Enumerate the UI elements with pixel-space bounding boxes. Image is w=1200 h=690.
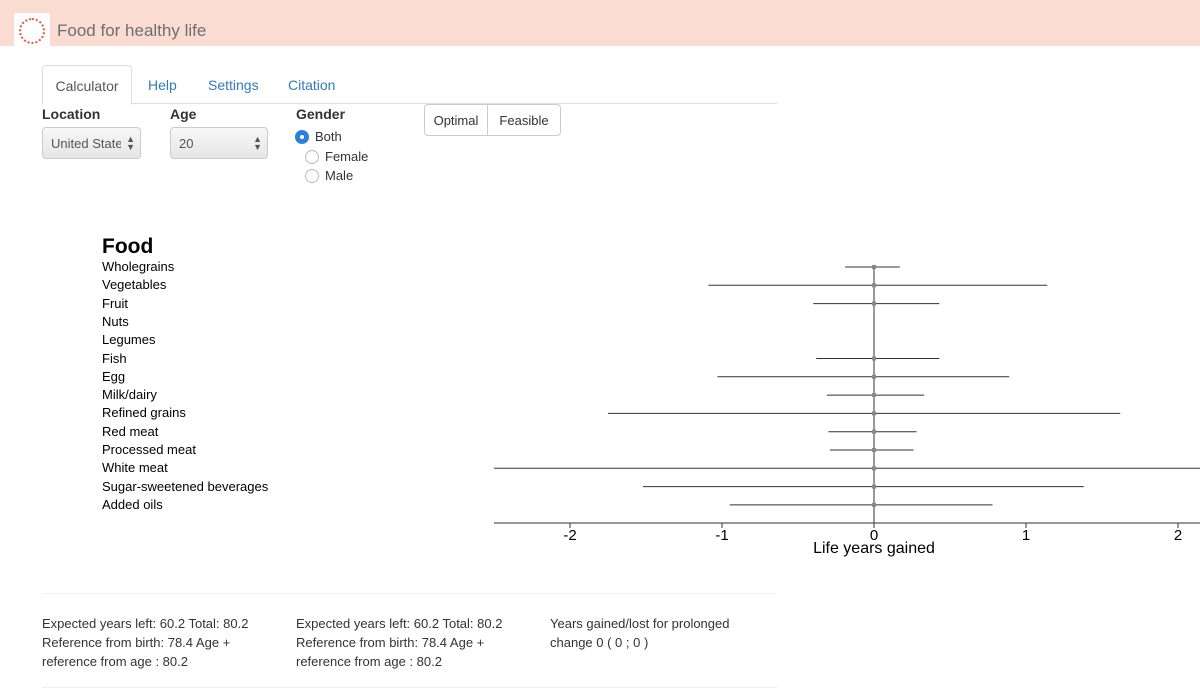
- radio-checked-icon[interactable]: [295, 130, 309, 144]
- app-title: Food for healthy life: [57, 21, 207, 40]
- location-select[interactable]: United States ▲▼: [42, 127, 141, 159]
- tab-help[interactable]: Help: [148, 77, 177, 93]
- gender-option-label: Both: [315, 129, 342, 144]
- tab-settings[interactable]: Settings: [208, 77, 259, 93]
- food-item: Sugar-sweetened beverages: [102, 478, 269, 494]
- gender-option-label: Female: [325, 149, 369, 164]
- point-estimate: [872, 301, 876, 306]
- optimal-button[interactable]: Optimal: [424, 104, 488, 136]
- gender-option-label: Male: [325, 168, 354, 183]
- x-tick-label: -1: [715, 527, 728, 544]
- radio-unchecked-icon[interactable]: [305, 169, 319, 183]
- select-updown-icon: ▲ ▼: [126, 134, 135, 152]
- age-value: 20: [179, 136, 194, 151]
- x-axis-label: Life years gained: [813, 540, 935, 557]
- point-estimate: [872, 283, 876, 288]
- food-item: Fish: [102, 350, 127, 366]
- food-item: Wholegrains: [102, 259, 175, 274]
- select-updown-icon: ▲ ▼: [253, 134, 262, 152]
- x-tick-label: -2: [563, 527, 576, 544]
- food-item: Nuts: [102, 313, 129, 329]
- location-label: Location: [42, 106, 101, 122]
- x-tick-label: 0: [870, 527, 878, 544]
- food-item: Egg: [102, 368, 126, 384]
- tab-bar: Calculator Help Settings Citation: [42, 65, 777, 105]
- point-estimate: [872, 411, 876, 416]
- dotted-circle-logo-icon: [19, 18, 45, 44]
- food-item: White meat: [102, 460, 168, 476]
- point-estimate: [872, 374, 876, 379]
- point-estimate: [872, 356, 876, 361]
- food-item: Milk/dairy: [102, 387, 157, 403]
- divider: [42, 593, 777, 594]
- divider: [42, 687, 777, 688]
- result-feasible: Expected years left: 60.2 Total: 80.2 Re…: [296, 616, 503, 669]
- radio-unchecked-icon[interactable]: [305, 150, 319, 164]
- tab-calculator[interactable]: Calculator: [42, 65, 132, 105]
- food-item: Refined grains: [102, 405, 186, 421]
- age-select[interactable]: 20 ▲ ▼: [170, 127, 268, 159]
- point-estimate: [872, 265, 876, 269]
- food-item: Vegetables: [102, 277, 167, 293]
- food-item: Red meat: [102, 423, 159, 439]
- point-estimate: [872, 484, 876, 489]
- food-item: Added oils: [102, 496, 163, 512]
- result-optimal: Expected years left: 60.2 Total: 80.2 Re…: [42, 616, 249, 669]
- location-value: United States: [51, 136, 121, 151]
- header-bar: Food for healthy life: [0, 0, 1200, 49]
- point-estimate: [872, 393, 876, 398]
- food-item: Processed meat: [102, 442, 196, 457]
- point-estimate: [872, 466, 876, 471]
- point-estimate: [872, 448, 876, 452]
- app-logo: [14, 13, 50, 49]
- x-tick-label: 1: [1022, 527, 1030, 544]
- tab-citation[interactable]: Citation: [288, 77, 336, 93]
- food-item: Legumes: [102, 332, 156, 348]
- point-estimate: [872, 429, 876, 434]
- gender-label: Gender: [296, 106, 346, 122]
- food-item: Fruit: [102, 295, 128, 311]
- food-list-title: Food: [102, 235, 154, 258]
- feasible-button[interactable]: Feasible: [487, 104, 561, 136]
- age-label: Age: [170, 106, 197, 122]
- point-estimate: [872, 502, 876, 507]
- x-tick-label: 2: [1174, 527, 1182, 544]
- result-prolonged-change: Years gained/lost for prolonged change 0…: [550, 616, 730, 650]
